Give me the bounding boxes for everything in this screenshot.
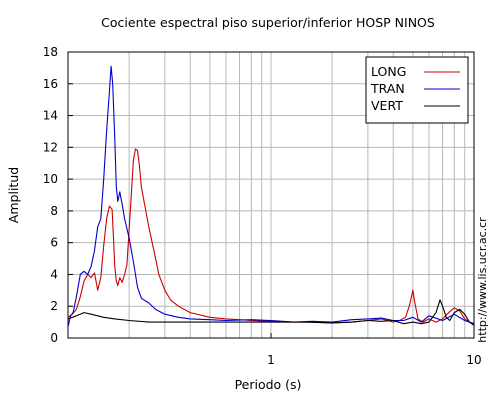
series-lines xyxy=(67,65,475,328)
legend-label-tran: TRAN xyxy=(370,81,405,96)
axis-ticks: 0 2 4 6 8 10 12 14 16 18 1 10 xyxy=(43,45,482,367)
y-axis-label: Amplitud xyxy=(6,167,21,223)
legend-label-vert: VERT xyxy=(371,98,403,113)
y-tick-label: 6 xyxy=(50,236,58,250)
x-axis-label: Periodo (s) xyxy=(235,377,302,392)
chart-title: Cociente espectral piso superior/inferio… xyxy=(101,15,435,30)
legend: LONG TRAN VERT xyxy=(365,56,469,124)
y-tick-label: 18 xyxy=(43,45,58,59)
y-tick-label: 12 xyxy=(43,140,58,154)
x-tick-label: 10 xyxy=(466,353,481,367)
y-tick-label: 14 xyxy=(43,109,58,123)
legend-label-long: LONG xyxy=(371,64,406,79)
y-tick-label: 0 xyxy=(50,331,58,345)
plot-frame xyxy=(67,51,475,339)
y-tick-label: 8 xyxy=(50,204,58,218)
legend-box xyxy=(365,56,469,124)
x-tick-label: 1 xyxy=(267,353,275,367)
series-line-long xyxy=(67,148,475,326)
series-line-vert xyxy=(67,299,475,326)
y-tick-label: 4 xyxy=(50,267,58,281)
y-tick-label: 16 xyxy=(43,77,58,91)
y-tick-label: 10 xyxy=(43,172,58,186)
watermark-url: http://www.lis.ucr.ac.cr xyxy=(476,217,489,343)
y-tick-label: 2 xyxy=(50,299,58,313)
